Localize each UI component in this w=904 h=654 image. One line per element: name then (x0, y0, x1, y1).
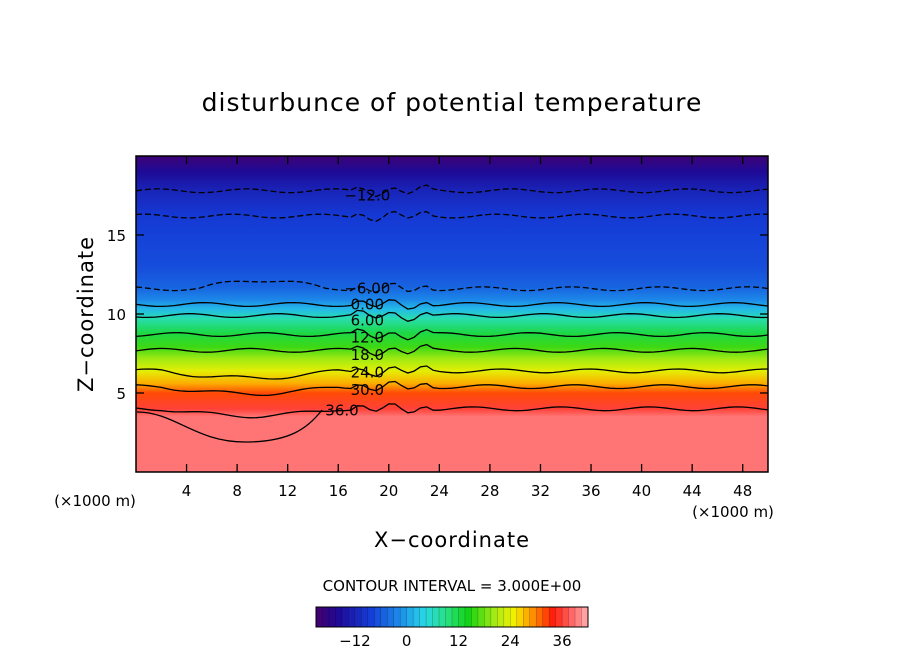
colorbar-swatch (471, 607, 479, 627)
contour-label: −12.0 (344, 187, 390, 205)
y-tick-label: 15 (107, 227, 126, 245)
colorbar-swatch (322, 607, 330, 627)
contour-line (136, 403, 768, 419)
colorbar-tick-label: −12 (339, 632, 371, 650)
colorbar-swatch (484, 607, 492, 627)
colorbar-swatch (426, 607, 433, 627)
chart-title: disturbunce of potential temperature (202, 88, 703, 117)
colorbar-tick-label: 12 (449, 632, 468, 650)
colorbar: −12 0 12 24 36 (315, 606, 589, 650)
contour-lines (136, 184, 768, 419)
colorbar-swatch (341, 607, 349, 627)
colorbar-swatch (516, 607, 524, 627)
colorbar-swatch (503, 607, 511, 627)
y-axis-unit: (×1000 m) (54, 492, 136, 510)
colorbar-swatch (380, 607, 388, 627)
x-tick-label: 40 (632, 482, 651, 500)
colorbar-swatch (523, 607, 531, 627)
contour-line (136, 328, 768, 341)
contour-line (136, 380, 768, 397)
colorbar-swatch (549, 607, 557, 627)
x-tick-label: 16 (329, 482, 348, 500)
colorbar-swatch (439, 607, 446, 627)
contour-line (136, 184, 768, 198)
colorbar-swatch (452, 607, 459, 627)
colorbar-swatch (477, 607, 485, 627)
contour-label: 0.00 (351, 296, 384, 314)
contour-label: 6.00 (351, 311, 384, 329)
contour-label: 30.0 (351, 381, 384, 399)
x-tick-label: 32 (531, 482, 550, 500)
contour-line (136, 280, 768, 293)
contour-label: 12.0 (351, 329, 384, 347)
colorbar-swatch (316, 607, 323, 627)
x-tick-label: 44 (683, 482, 702, 500)
colorbar-swatch (361, 607, 369, 627)
colorbar-swatch (458, 607, 466, 627)
colorbar-swatch (419, 607, 427, 627)
x-tick-label: 4 (182, 482, 192, 500)
colorbar-swatch (413, 607, 421, 627)
contour-line (136, 309, 768, 322)
contour-label: 24.0 (351, 364, 384, 382)
colorbar-swatch (348, 607, 356, 627)
contour-label: −6.00 (344, 280, 390, 298)
colorbar-swatch (374, 607, 382, 627)
colorbar-tick-label: 24 (501, 632, 520, 650)
colorbar-swatch (575, 607, 582, 627)
colorbar-swatch (568, 607, 576, 627)
x-tick-label: 12 (278, 482, 297, 500)
colorbar-swatch (490, 607, 498, 627)
colorbar-swatch (328, 607, 336, 627)
contour-interval-label: CONTOUR INTERVAL = 3.000E+00 (323, 577, 582, 595)
colorbar-swatch (555, 607, 563, 627)
y-tick-label: 10 (107, 306, 126, 324)
colorbar-swatch (335, 607, 343, 627)
x-tick-label: 48 (733, 482, 752, 500)
colorbar-swatch (387, 607, 395, 627)
x-axis-unit: (×1000 m) (692, 503, 774, 521)
colorbar-tick-label: 36 (553, 632, 572, 650)
colorbar-swatch (367, 607, 375, 627)
colorbar-swatch (497, 607, 505, 627)
colorbar-swatch (432, 607, 440, 627)
colorbar-swatch (536, 607, 544, 627)
y-axis-title: Z−coordinate (74, 236, 98, 392)
colorbar-swatch (445, 607, 453, 627)
colorbar-swatch (400, 607, 408, 627)
colorbar-swatch (510, 607, 518, 627)
x-axis-title: X−coordinate (374, 528, 530, 552)
colorbar-frame (315, 606, 589, 628)
y-axis: 5 10 15 (107, 227, 768, 403)
contour-label: 36.0 (325, 401, 358, 419)
colorbar-swatch (406, 607, 414, 627)
x-tick-label: 36 (581, 482, 600, 500)
contour-label: 18.0 (351, 346, 384, 364)
contour-line (136, 299, 768, 310)
x-axis: 4 8 12 16 20 24 28 32 36 40 44 48 (182, 156, 752, 500)
x-tick-label: 8 (232, 482, 242, 500)
colorbar-swatch (542, 607, 550, 627)
x-tick-label: 24 (430, 482, 449, 500)
colorbar-swatch (529, 607, 537, 627)
colorbar-swatch (562, 607, 569, 627)
contour-line (136, 210, 768, 222)
colorbar-tick-label: 0 (402, 632, 412, 650)
closed-contour-36 (136, 409, 323, 443)
colorbar-swatch (464, 607, 472, 627)
contour-line (136, 365, 768, 380)
colorbar-swatch (581, 607, 589, 627)
y-tick-label: 5 (116, 385, 126, 403)
contour-line (136, 343, 768, 357)
x-tick-label: 28 (480, 482, 499, 500)
x-tick-label: 20 (379, 482, 398, 500)
colorbar-swatch (354, 607, 362, 627)
colorbar-swatch (393, 607, 401, 627)
plot-area (136, 156, 768, 472)
